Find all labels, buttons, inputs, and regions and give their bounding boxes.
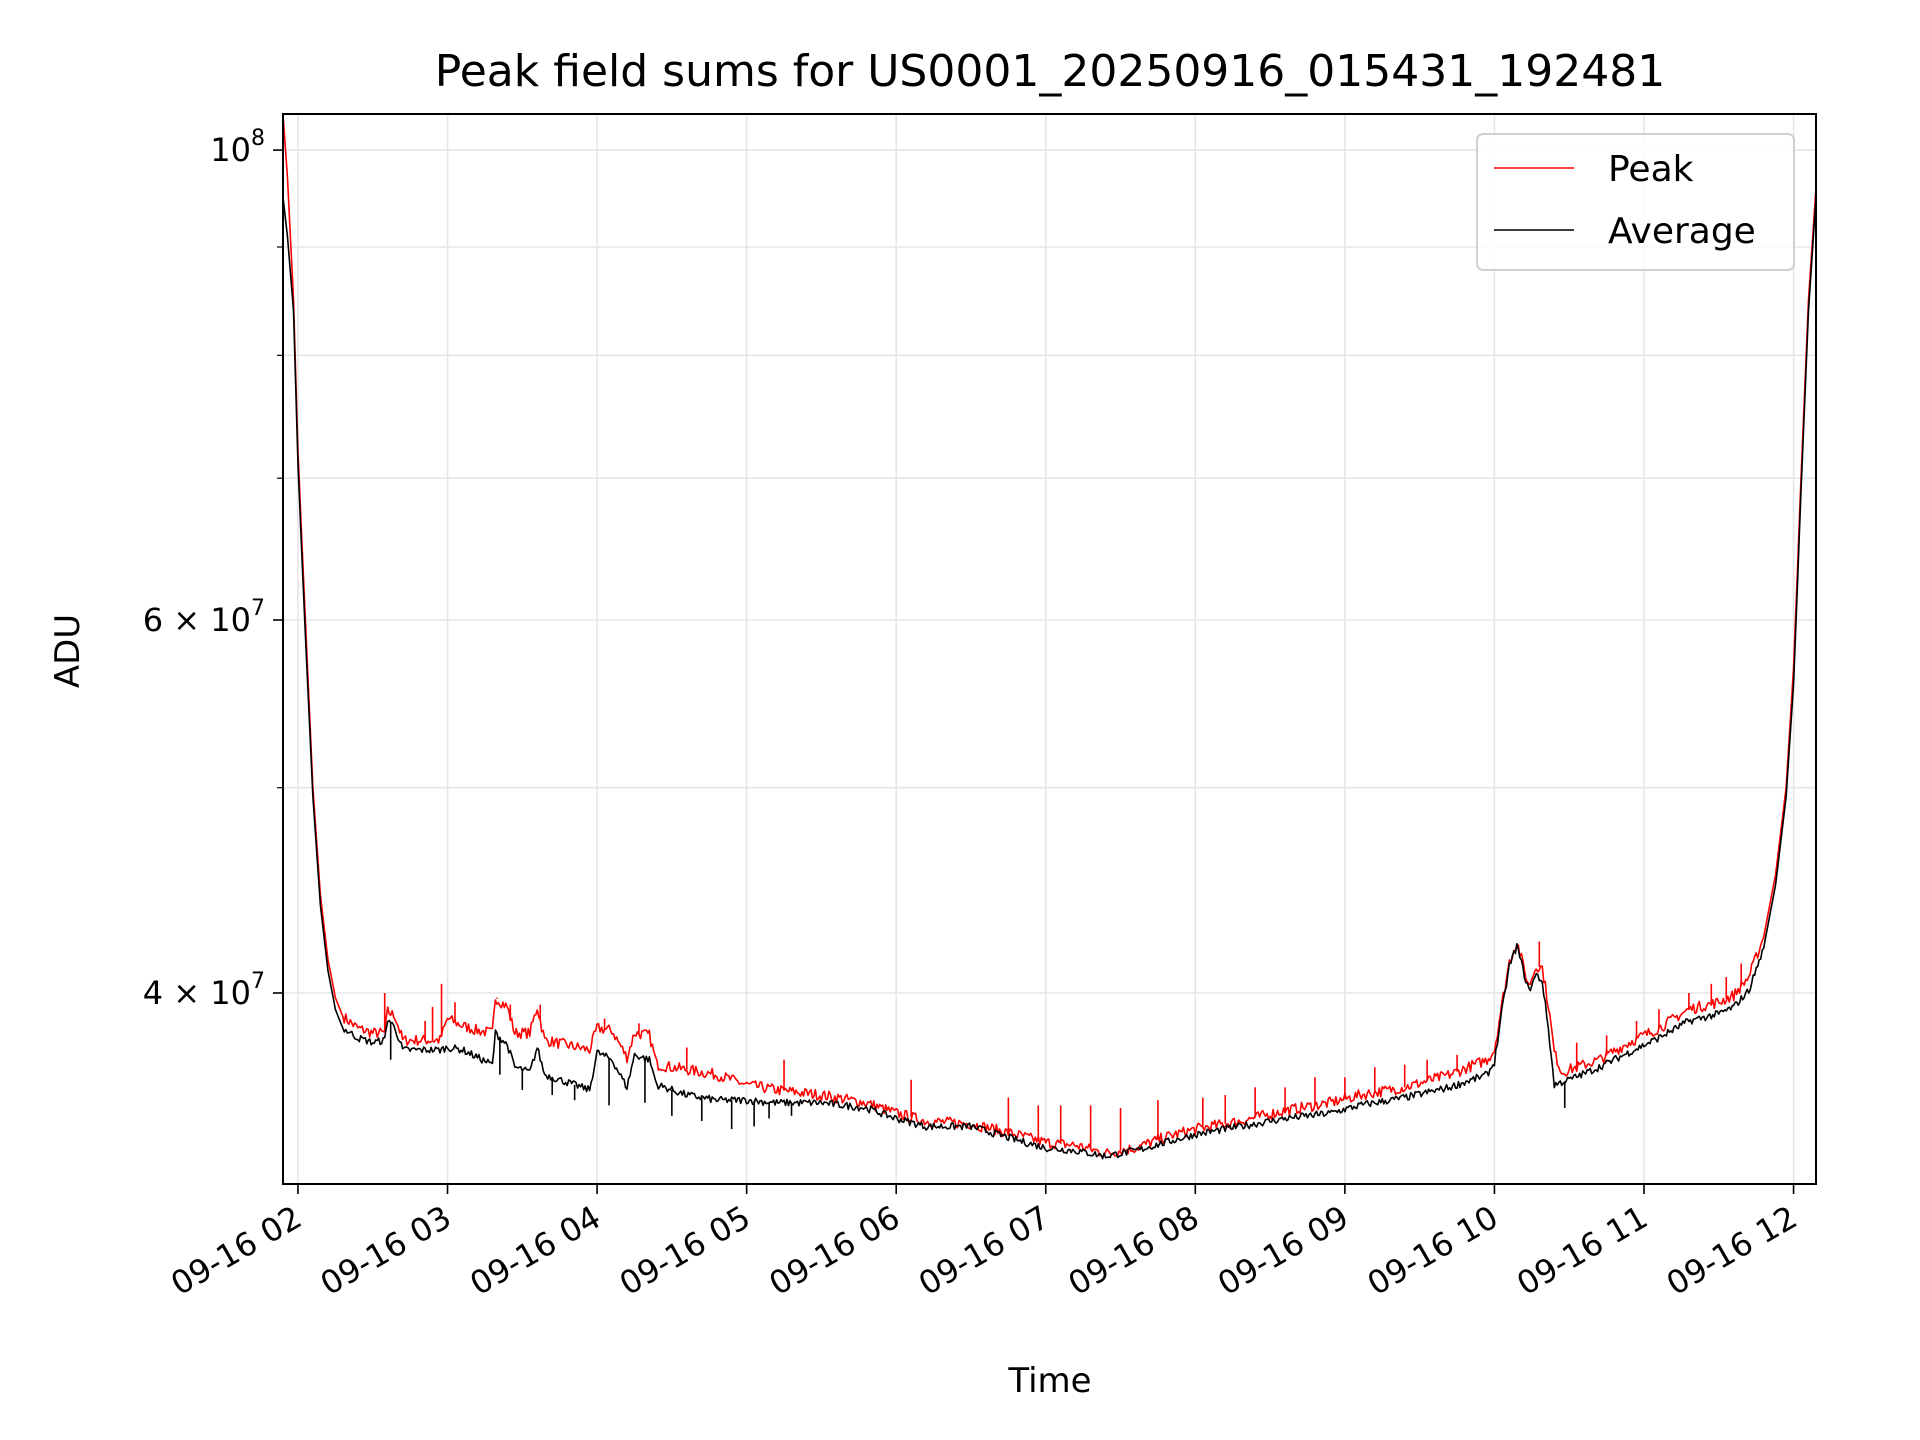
peak-line — [283, 114, 1816, 1158]
y-tick-label: 4 × 107 — [143, 969, 265, 1012]
legend-peak-label: Peak — [1608, 149, 1694, 190]
legend-average-label: Average — [1608, 211, 1756, 252]
peak-series — [283, 114, 1816, 1158]
plot-frame — [282, 113, 1817, 1185]
series-layer — [283, 114, 1816, 1160]
legend: Peak Average — [1476, 133, 1795, 271]
y-tick-label: 108 — [210, 126, 265, 169]
y-axis-title: ADU — [48, 614, 88, 688]
chart-title: Peak field sums for US0001_20250916_0154… — [435, 46, 1665, 97]
average-series — [283, 197, 1816, 1160]
y-tick-label: 6 × 107 — [143, 596, 265, 639]
average-line — [283, 197, 1816, 1160]
x-axis-title: Time — [1007, 1361, 1091, 1401]
